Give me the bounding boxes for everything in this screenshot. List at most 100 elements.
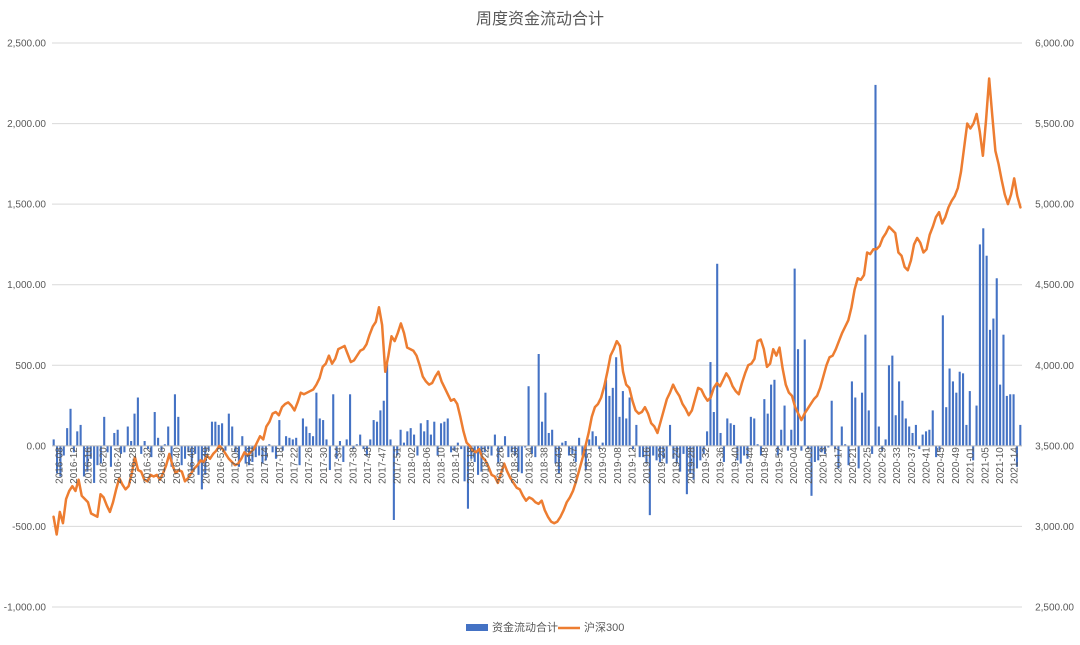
x-tick-label: 2017-51 [392, 447, 403, 484]
bar [382, 400, 385, 446]
bar [335, 445, 338, 459]
bar [99, 445, 102, 464]
bar [790, 429, 793, 446]
bar [349, 394, 352, 446]
bar [756, 444, 759, 446]
bar [608, 395, 611, 446]
x-tick-label: 2017-43 [363, 447, 374, 484]
x-tick-label: 2017-10 [245, 447, 256, 484]
bar [503, 436, 507, 446]
bar [951, 381, 954, 446]
bar [813, 445, 816, 462]
bar [527, 386, 530, 446]
bar [719, 432, 722, 446]
bar [241, 436, 244, 446]
bar [365, 445, 368, 456]
bar [918, 445, 921, 450]
bar [150, 445, 153, 458]
bar [227, 413, 230, 446]
x-tick-label: 2019-44 [745, 447, 756, 484]
x-tick-label: 2020-45 [936, 447, 947, 484]
bar [210, 421, 214, 446]
x-tick-label: 2019-28 [686, 447, 697, 484]
bar [120, 445, 123, 454]
bar [567, 445, 571, 456]
bar [520, 445, 523, 474]
bar [157, 437, 160, 446]
bar [692, 445, 695, 480]
bar [510, 445, 513, 453]
bar [133, 413, 136, 446]
x-tick-label: 2021-01 [966, 447, 977, 484]
bar [672, 445, 675, 459]
bar [884, 439, 887, 446]
bar [598, 445, 601, 450]
bar [96, 445, 99, 466]
x-tick-label: 2018-10 [437, 447, 448, 484]
x-tick-label: 2018-06 [422, 447, 433, 484]
x-tick-label: 2018-18 [466, 447, 477, 484]
bar [76, 431, 79, 446]
bar [581, 445, 584, 456]
bar [759, 445, 763, 456]
bar [291, 439, 294, 446]
bar [736, 445, 739, 461]
left-tick-label: -500.00 [12, 522, 46, 533]
bar [473, 445, 476, 462]
x-tick-label: 2017-22 [290, 447, 301, 484]
bar [160, 445, 163, 451]
bar-series [52, 84, 1022, 520]
line-path [52, 77, 1022, 536]
bar [490, 445, 493, 456]
x-tick-label: 2019-16 [642, 447, 653, 484]
x-tick-label: 2016-12 [69, 447, 80, 484]
bar [860, 392, 864, 446]
x-tick-label: 2019-20 [657, 447, 668, 484]
x-tick-label: 2018-26 [495, 447, 506, 484]
bar [153, 412, 156, 446]
bar [450, 445, 453, 453]
bar [221, 423, 224, 446]
x-tick-label: 2016-45 [187, 447, 198, 484]
bar [668, 424, 672, 446]
x-tick-label: 2020-33 [892, 447, 903, 484]
bar [285, 436, 288, 446]
bar [439, 423, 443, 446]
bar [941, 315, 944, 446]
bar [847, 445, 850, 466]
x-tick-label: 2018-47 [569, 447, 580, 484]
bar [93, 445, 96, 483]
bar [837, 445, 840, 469]
bar [578, 437, 581, 446]
bar [295, 437, 298, 446]
bar [109, 445, 112, 467]
bar [844, 444, 847, 446]
legend-swatch-bars [466, 624, 488, 631]
bar [796, 349, 800, 446]
bar [322, 420, 325, 446]
x-tick-label: 2017-30 [319, 447, 330, 484]
bar [834, 445, 837, 450]
bar [413, 434, 416, 446]
bar [605, 379, 608, 446]
bar [507, 445, 510, 458]
bar [308, 432, 311, 446]
bar [406, 431, 409, 446]
bar [655, 445, 658, 461]
bar [477, 445, 480, 475]
bar [685, 445, 688, 495]
bar [571, 445, 574, 454]
bar [167, 426, 170, 446]
bar [935, 445, 938, 458]
left-tick-label: 1,500.00 [7, 200, 46, 211]
bar [904, 418, 907, 446]
bar [689, 445, 692, 474]
bar [173, 394, 176, 446]
bar [773, 379, 776, 446]
bar [389, 439, 392, 446]
bar [180, 445, 183, 466]
bar [537, 354, 540, 446]
bar [945, 407, 948, 446]
bar [965, 424, 968, 446]
bar [675, 445, 678, 464]
